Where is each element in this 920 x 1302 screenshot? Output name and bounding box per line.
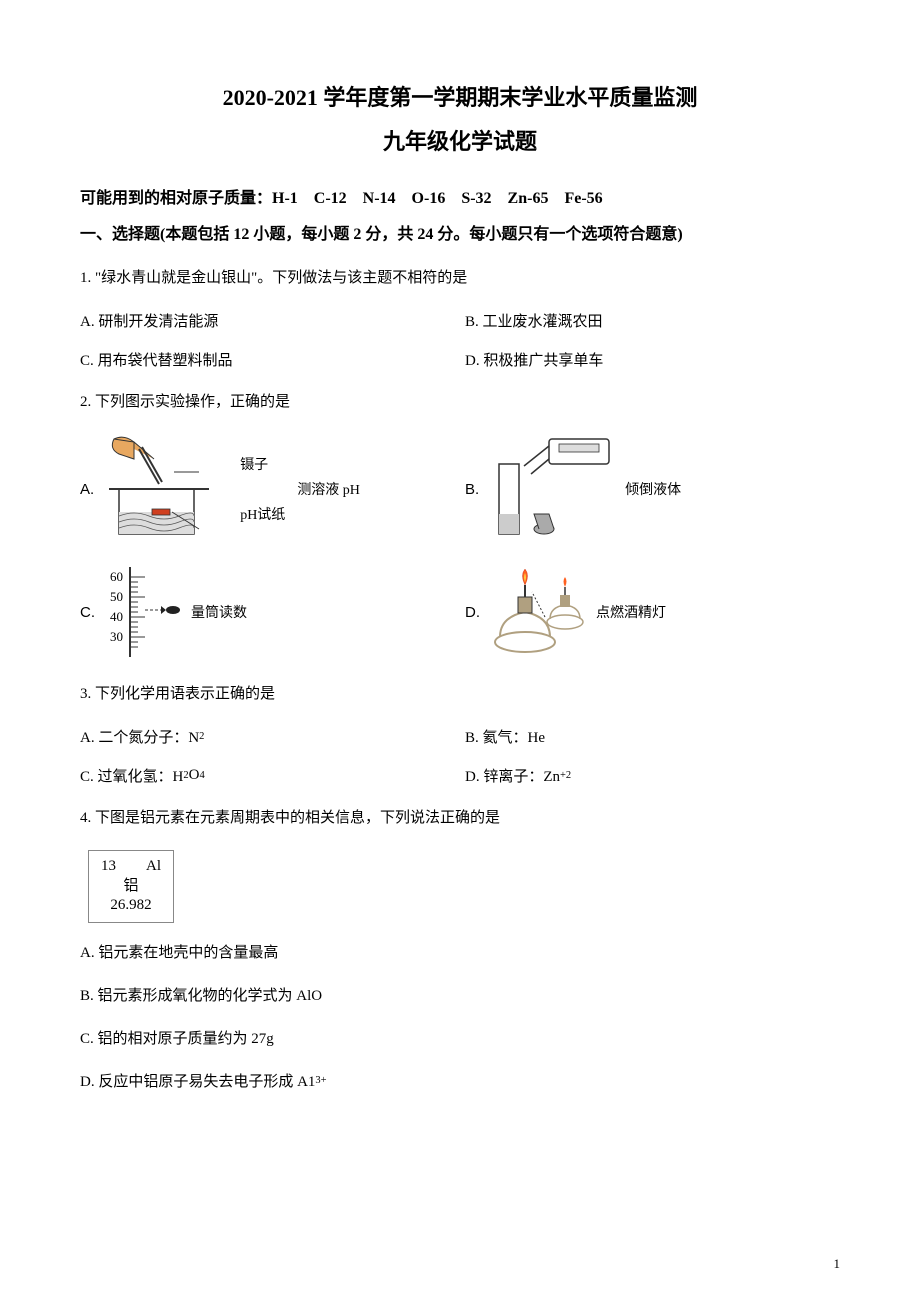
q2-stem: 2. 下列图示实验操作，正确的是 [80, 390, 840, 414]
element-mass: 26.982 [97, 896, 165, 916]
q3-stem: 3. 下列化学用语表示正确的是 [80, 682, 840, 706]
q1-option-d: D. 积极推广共享单车 [465, 349, 840, 370]
svg-text:40: 40 [110, 609, 123, 624]
q2-a-label: A. [80, 481, 94, 498]
atomic-mass-info: 可能用到的相对原子质量：H-1 C-12 N-14 O-16 S-32 Zn-6… [80, 184, 840, 208]
q4-option-a: A. 铝元素在地壳中的含量最高 [80, 941, 840, 962]
q2-d-label: D. [465, 604, 480, 621]
title-main: 2020-2021 学年度第一学期期末学业水平质量监测 [80, 80, 840, 112]
q2-b-label: B. [465, 481, 479, 498]
q4-option-b: B. 铝元素形成氧化物的化学式为 AlO [80, 984, 840, 1005]
q2-b-caption: 倾倒液体 [625, 479, 681, 499]
q1-stem: 1. "绿水青山就是金山银山"。下列做法与该主题不相符的是 [80, 266, 840, 290]
q3-option-c: C. 过氧化氢：H2O4 [80, 765, 455, 786]
q3-option-d: D. 锌离子：Zn+2 [465, 765, 840, 786]
q2-option-c: C. 60 50 40 30 [80, 562, 455, 662]
title-sub: 九年级化学试题 [80, 124, 840, 156]
q1-option-b: B. 工业废水灌溉农田 [465, 310, 840, 331]
q2-option-d: D. 点燃酒精灯 [465, 562, 840, 662]
q2-d-figure [490, 567, 590, 657]
q2-option-b: B. 倾倒液体 [465, 434, 840, 544]
question-1: 1. "绿水青山就是金山银山"。下列做法与该主题不相符的是 A. 研制开发清洁能… [80, 266, 840, 370]
element-name: 铝 [97, 877, 165, 897]
svg-text:50: 50 [110, 589, 123, 604]
q3-option-a: A. 二个氮分子：N2 [80, 726, 455, 747]
q2-a-annot2: pH试纸 [240, 504, 285, 524]
q2-d-caption: 点燃酒精灯 [596, 602, 666, 622]
svg-text:60: 60 [110, 569, 123, 584]
element-periodic-box: 13 Al 铝 26.982 [88, 850, 174, 923]
question-3: 3. 下列化学用语表示正确的是 A. 二个氮分子：N2 B. 氦气：He C. … [80, 682, 840, 786]
q2-c-figure: 60 50 40 30 [105, 562, 185, 662]
section-header: 一、选择题(本题包括 12 小题，每小题 2 分，共 24 分。每小题只有一个选… [80, 220, 840, 244]
q1-option-a: A. 研制开发清洁能源 [80, 310, 455, 331]
q2-a-caption: 测溶液 pH [297, 479, 360, 499]
question-2: 2. 下列图示实验操作，正确的是 A. [80, 390, 840, 662]
q3-option-b: B. 氦气：He [465, 726, 840, 747]
q2-a-annot1: 镊子 [240, 454, 285, 474]
q2-c-label: C. [80, 604, 95, 621]
element-symbol: Al [146, 857, 161, 877]
question-4: 4. 下图是铝元素在元素周期表中的相关信息，下列说法正确的是 13 Al 铝 2… [80, 806, 840, 1091]
q4-stem: 4. 下图是铝元素在元素周期表中的相关信息，下列说法正确的是 [80, 806, 840, 830]
q4-option-d: D. 反应中铝原子易失去电子形成 A13+ [80, 1070, 840, 1091]
q1-option-c: C. 用布袋代替塑料制品 [80, 349, 455, 370]
q2-c-caption: 量筒读数 [191, 602, 247, 622]
q4-option-c: C. 铝的相对原子质量约为 27g [80, 1027, 840, 1048]
element-number: 13 [101, 857, 116, 877]
q2-option-a: A. 镊子 [80, 434, 455, 544]
q2-b-figure [489, 434, 619, 544]
page-number: 1 [834, 1256, 841, 1272]
q2-a-figure [104, 434, 234, 544]
svg-text:30: 30 [110, 629, 123, 644]
